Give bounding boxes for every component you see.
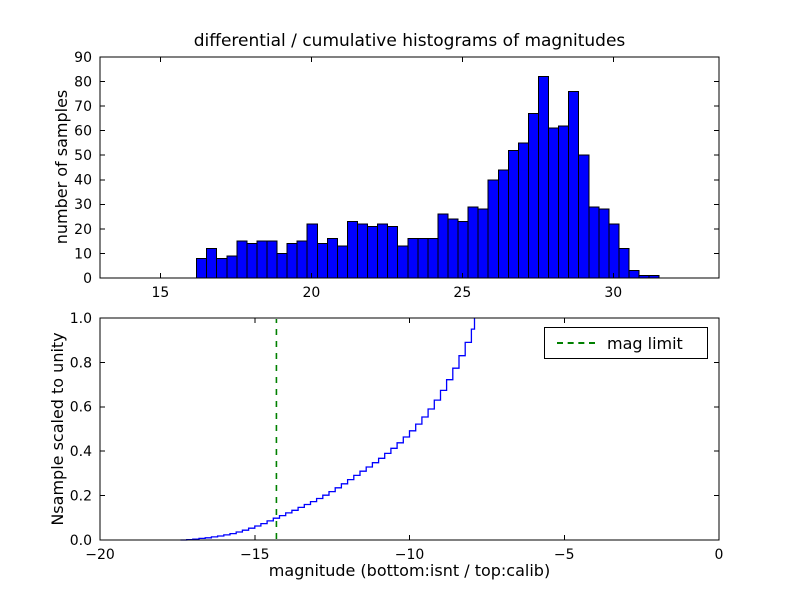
histogram-bar xyxy=(598,208,610,279)
histogram-bar xyxy=(296,240,308,279)
bottom-x-axis-label: magnitude (bottom:isnt / top:calib) xyxy=(268,561,551,580)
histogram-bar xyxy=(548,127,560,279)
y-tick-label: 80 xyxy=(74,74,92,90)
histogram-bar xyxy=(437,213,449,279)
histogram-bar xyxy=(316,243,328,279)
cumulative-step-line xyxy=(180,318,476,541)
y-tick-label: 0.6 xyxy=(70,400,92,416)
histogram-bar xyxy=(326,238,338,279)
x-tick-label: 20 xyxy=(302,285,320,301)
histogram-bar xyxy=(447,218,459,279)
histogram-bar xyxy=(346,221,359,279)
y-tick-label: 1.0 xyxy=(70,311,92,327)
histogram-bar xyxy=(276,252,288,279)
histogram-bar xyxy=(608,223,620,279)
x-tick-label: 0 xyxy=(715,547,724,563)
histogram-bar xyxy=(497,169,509,279)
histogram-bar xyxy=(527,112,539,279)
histogram-bar xyxy=(507,149,519,279)
histogram-bar xyxy=(286,243,298,279)
dashed-line-icon xyxy=(557,342,595,344)
histogram-bar xyxy=(558,125,570,279)
histogram-bar xyxy=(196,257,208,279)
y-tick-label: 0.0 xyxy=(70,533,92,549)
x-tick-label: 30 xyxy=(604,285,622,301)
legend-label: mag limit xyxy=(607,333,683,353)
y-tick-label: 70 xyxy=(74,99,92,115)
histogram-bar xyxy=(457,221,469,279)
y-tick-label: 0.4 xyxy=(70,444,92,460)
x-tick-label: −5 xyxy=(554,547,575,563)
histogram-bar xyxy=(367,225,379,279)
histogram-bar xyxy=(256,240,268,279)
chart-title: differential / cumulative histograms of … xyxy=(193,31,626,51)
axes-frame xyxy=(99,56,720,279)
x-tick-label: −20 xyxy=(85,547,115,563)
x-tick-label: −10 xyxy=(395,547,425,563)
top-y-axis-label: number of samples xyxy=(52,89,71,245)
histogram-bar xyxy=(628,270,640,279)
legend: mag limit xyxy=(544,327,708,359)
histogram-bar xyxy=(306,223,318,279)
histogram-bar xyxy=(266,240,278,279)
y-tick-label: 40 xyxy=(74,173,92,189)
histogram-bar xyxy=(377,223,389,279)
histogram-bar xyxy=(206,248,218,279)
histogram-bar xyxy=(236,240,248,279)
histogram-bar xyxy=(226,255,238,279)
histogram-bar xyxy=(588,206,600,279)
y-tick-label: 20 xyxy=(74,222,92,238)
histogram-bar xyxy=(477,208,489,279)
y-tick-label: 50 xyxy=(74,148,92,164)
histogram-bar xyxy=(467,206,479,279)
y-tick-label: 90 xyxy=(74,50,92,66)
histogram-bar xyxy=(578,154,590,279)
x-tick-label: 25 xyxy=(453,285,471,301)
histogram-bar xyxy=(487,179,499,279)
y-tick-label: 10 xyxy=(74,246,92,262)
histogram-bar xyxy=(357,223,369,279)
y-tick-label: 0.8 xyxy=(70,355,92,371)
histogram-bar xyxy=(427,238,439,279)
histogram-bar xyxy=(246,243,258,279)
histogram-bar xyxy=(336,245,348,279)
histogram-bar xyxy=(618,248,630,279)
y-tick-label: 60 xyxy=(74,124,92,140)
histogram-bar xyxy=(387,225,399,279)
histogram-bar xyxy=(517,142,529,279)
y-tick-label: 0 xyxy=(83,271,92,287)
histogram-bar xyxy=(537,76,550,279)
histogram-bar xyxy=(568,90,580,279)
x-tick-label: −15 xyxy=(240,547,270,563)
y-tick-label: 0.2 xyxy=(70,489,92,505)
histogram-bar xyxy=(216,257,228,279)
histogram-bar xyxy=(397,245,409,279)
histogram-bar xyxy=(407,238,419,279)
x-tick-label: 15 xyxy=(151,285,169,301)
histogram-bar xyxy=(417,238,429,279)
y-tick-label: 30 xyxy=(74,197,92,213)
bottom-y-axis-label: Nsample scaled to unity xyxy=(48,332,67,526)
